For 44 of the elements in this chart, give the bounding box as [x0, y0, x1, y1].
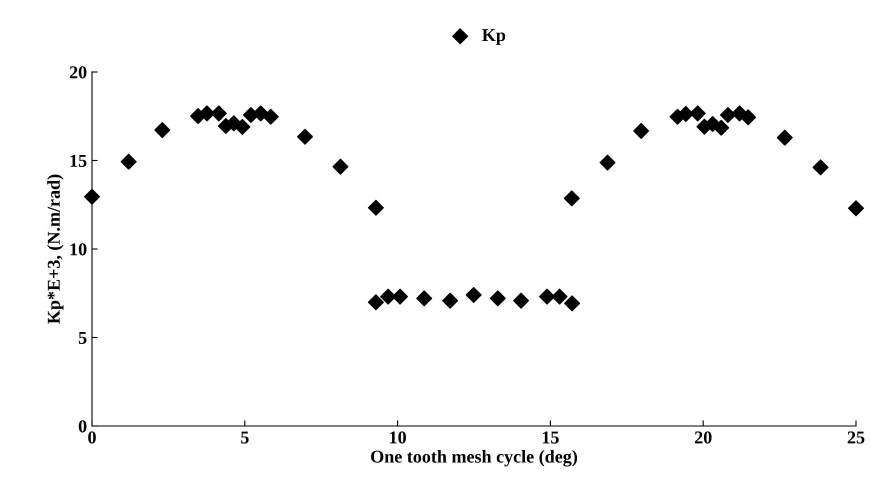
point: [552, 288, 568, 305]
point: [234, 118, 250, 135]
point: [740, 109, 756, 126]
point: [380, 288, 396, 305]
point: [513, 292, 530, 309]
y-tick-label: 10: [70, 243, 86, 256]
point: [297, 128, 313, 145]
point: [539, 288, 556, 305]
x-tick-label: 5: [241, 432, 249, 444]
x-tick-label: 15: [542, 431, 559, 444]
y-tick-label: 0: [78, 420, 86, 432]
x-tick-label: 0: [88, 431, 96, 444]
y-tick-label: 5: [78, 332, 86, 344]
x-axis-title: One tooth mesh cycle (deg): [371, 450, 578, 467]
point: [633, 122, 650, 139]
point: [812, 159, 829, 176]
point: [368, 294, 384, 310]
point: [392, 288, 408, 305]
y-tick-label: 15: [70, 154, 86, 167]
y-tick-label: 20: [70, 66, 86, 78]
point: [442, 292, 458, 309]
point: [416, 290, 432, 306]
point: [84, 188, 100, 205]
point: [848, 200, 864, 216]
y-axis-title: Kp*E+3, (N.m/rad): [47, 174, 64, 324]
point: [332, 158, 348, 175]
point: [564, 295, 580, 312]
point: [713, 120, 730, 136]
x-tick-label: 25: [848, 431, 864, 444]
point: [210, 105, 227, 122]
point: [720, 107, 736, 123]
legend-label: Kp: [482, 29, 506, 45]
point: [600, 154, 616, 171]
point: [368, 200, 384, 216]
point: [262, 108, 279, 125]
point: [154, 122, 170, 138]
x-tick-label: 20: [694, 431, 712, 444]
x-tick-label: 10: [390, 431, 406, 444]
point: [690, 105, 706, 122]
point: [564, 190, 580, 206]
point: [120, 154, 137, 170]
point: [490, 290, 506, 306]
point: [466, 287, 482, 303]
point: [776, 130, 793, 146]
